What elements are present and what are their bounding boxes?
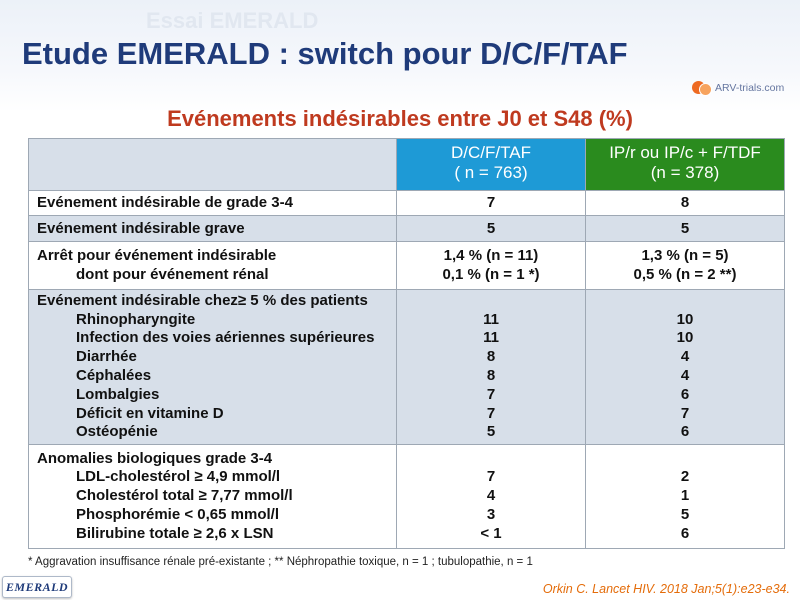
blank-line bbox=[586, 450, 784, 469]
table-row: Arrêt pour événement indésirable dont po… bbox=[28, 241, 785, 290]
row-sub-label: Déficit en vitamine D bbox=[76, 404, 224, 422]
blank-line bbox=[397, 450, 585, 469]
comparator-value-cell: 1,3 % (n = 5) 0,5 % (n = 2 **) bbox=[585, 241, 785, 290]
row-sub-label: Phosphorémie < 0,65 mmol/l bbox=[76, 505, 279, 523]
row-label: Evénement indésirable grave bbox=[28, 215, 397, 242]
row-label: Evénement indésirable de grade 3-4 bbox=[28, 190, 397, 216]
slide-title: Etude EMERALD : switch pour D/C/F/TAF bbox=[22, 36, 628, 71]
table-footnote: * Aggravation insuffisance rénale pré-ex… bbox=[28, 556, 533, 568]
comparator-sub-value: 1 bbox=[680, 487, 690, 505]
header-dcftaf-arm: D/C/F/TAF bbox=[451, 142, 531, 162]
row-label-cell: Evénement indésirable chez≥ 5 % des pati… bbox=[28, 289, 397, 445]
comparator-sub-value: 6 bbox=[680, 524, 690, 542]
header-dcftaf-cell: D/C/F/TAF ( n = 763) bbox=[396, 138, 586, 191]
row-sub-label: Lombalgies bbox=[76, 385, 160, 403]
comparator-value-cell: 2 1 5 6 bbox=[585, 444, 785, 549]
row-label: Anomalies biologiques grade 3-4 bbox=[37, 449, 273, 467]
dcftaf-sub-value: 7 bbox=[486, 468, 496, 486]
comparator-value: 8 bbox=[585, 190, 785, 216]
reference-citation: Orkin C. Lancet HIV. 2018 Jan;5(1):e23-e… bbox=[542, 582, 790, 596]
background-watermark: Essai EMERALD bbox=[146, 8, 319, 33]
row-label: Arrêt pour événement indésirable bbox=[37, 246, 277, 264]
header-comparator-n: (n = 378) bbox=[650, 162, 720, 182]
comparator-sub-value: 4 bbox=[680, 367, 690, 384]
dcftaf-sub-value: 7 bbox=[486, 404, 496, 422]
dcftaf-value-cell: 1,4 % (n = 11) 0,1 % (n = 1 *) bbox=[396, 241, 586, 290]
comparator-sub-value: 2 bbox=[680, 468, 690, 486]
comparator-sub-value: 6 bbox=[680, 385, 690, 403]
dcftaf-value: 1,4 % (n = 11) bbox=[443, 246, 539, 264]
dcftaf-sub-value: 0,1 % (n = 1 *) bbox=[442, 265, 540, 283]
row-sub-label: Rhinopharyngite bbox=[76, 310, 196, 328]
table-row: Evénement indésirable de grade 3-4 7 8 bbox=[28, 190, 785, 216]
comparator-sub-value: 6 bbox=[680, 423, 690, 441]
dcftaf-sub-value: 8 bbox=[486, 348, 496, 366]
row-label-cell: Anomalies biologiques grade 3-4 LDL-chol… bbox=[28, 444, 397, 549]
dcftaf-sub-value: 5 bbox=[486, 423, 496, 441]
dcftaf-sub-value: 3 bbox=[486, 505, 496, 523]
dcftaf-value-cell: 11 11 8 8 7 7 5 bbox=[396, 289, 586, 445]
table-row: Evénement indésirable chez≥ 5 % des pati… bbox=[28, 289, 785, 445]
header-blank-cell bbox=[28, 138, 397, 191]
blank-line bbox=[397, 292, 585, 311]
dcftaf-sub-value: 11 bbox=[483, 329, 499, 347]
dcftaf-sub-value: 7 bbox=[486, 385, 496, 403]
dcftaf-sub-value: < 1 bbox=[480, 524, 502, 542]
header-comparator-cell: IP/r ou IP/c + F/TDF (n = 378) bbox=[585, 138, 785, 191]
arv-trials-logo: ARV-trials.com bbox=[692, 79, 784, 97]
arv-trials-logo-text: ARV-trials.com bbox=[715, 82, 785, 94]
row-label: Evénement indésirable chez≥ 5 % des pati… bbox=[37, 291, 368, 309]
row-label-cell: Arrêt pour événement indésirable dont po… bbox=[28, 241, 397, 290]
dcftaf-value: 7 bbox=[396, 190, 586, 216]
dcftaf-sub-value: 8 bbox=[486, 367, 496, 384]
comparator-sub-value: 0,5 % (n = 2 **) bbox=[633, 265, 737, 283]
table-row: Evénement indésirable grave 5 5 bbox=[28, 215, 785, 242]
row-sub-label: Bilirubine totale ≥ 2,6 x LSN bbox=[76, 524, 274, 542]
row-sub-label: Céphalées bbox=[76, 367, 152, 384]
dcftaf-sub-value: 11 bbox=[483, 310, 499, 328]
row-sub-label: LDL-cholestérol ≥ 4,9 mmol/l bbox=[76, 468, 281, 486]
dcftaf-value-cell: 7 4 3 < 1 bbox=[396, 444, 586, 549]
header-dcftaf-n: ( n = 763) bbox=[454, 162, 528, 182]
comparator-sub-value: 4 bbox=[680, 348, 690, 366]
arv-trials-logo-icon bbox=[692, 80, 713, 96]
table-header-row: D/C/F/TAF ( n = 763) IP/r ou IP/c + F/TD… bbox=[28, 138, 785, 191]
comparator-sub-value: 10 bbox=[676, 310, 694, 328]
row-sub-label: Diarrhée bbox=[76, 348, 137, 366]
row-sub-label: Cholestérol total ≥ 7,77 mmol/l bbox=[76, 487, 293, 505]
dcftaf-sub-value: 4 bbox=[486, 487, 496, 505]
table-subtitle: Evénements indésirables entre J0 et S48 … bbox=[167, 106, 633, 131]
blank-line bbox=[586, 292, 784, 311]
comparator-sub-value: 5 bbox=[680, 505, 690, 523]
table-row: Anomalies biologiques grade 3-4 LDL-chol… bbox=[28, 444, 785, 549]
row-sub-label: Ostéopénie bbox=[76, 423, 158, 441]
dcftaf-value: 5 bbox=[396, 215, 586, 242]
comparator-value: 5 bbox=[585, 215, 785, 242]
row-sub-label: dont pour événement rénal bbox=[76, 265, 269, 283]
adverse-events-table: D/C/F/TAF ( n = 763) IP/r ou IP/c + F/TD… bbox=[28, 138, 785, 549]
row-sub-label: Infection des voies aériennes supérieure… bbox=[76, 329, 375, 347]
comparator-sub-value: 7 bbox=[680, 404, 690, 422]
comparator-value: 1,3 % (n = 5) bbox=[641, 246, 729, 264]
comparator-value-cell: 10 10 4 4 6 7 6 bbox=[585, 289, 785, 445]
header-comparator-arm: IP/r ou IP/c + F/TDF bbox=[609, 142, 761, 162]
comparator-sub-value: 10 bbox=[676, 329, 694, 347]
emerald-study-badge: EMERALD bbox=[2, 576, 72, 598]
